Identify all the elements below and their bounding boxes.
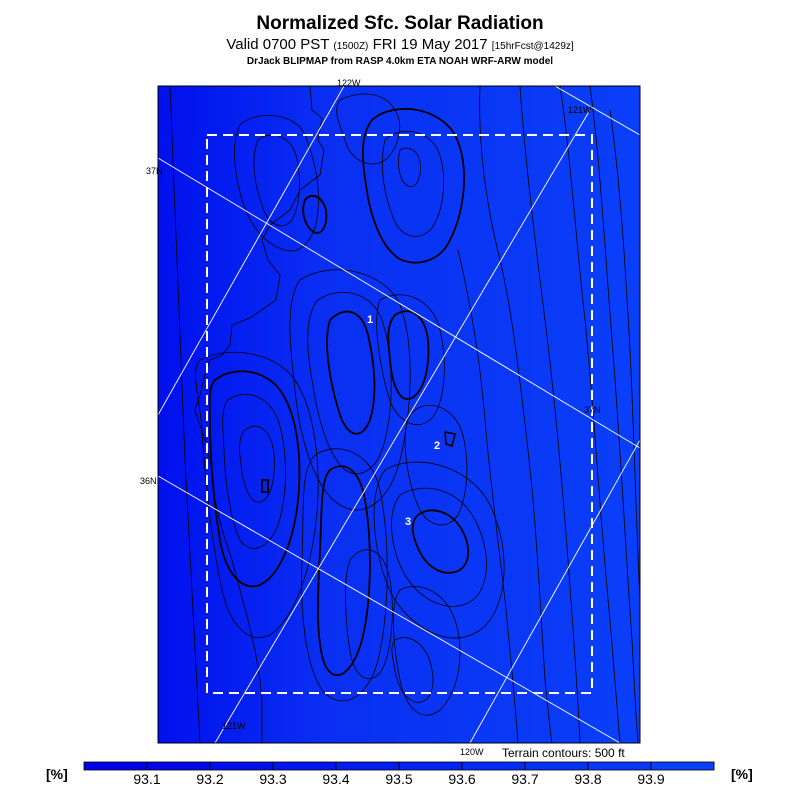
label-122w: 122W (337, 78, 361, 88)
meridian-121w (214, 109, 591, 743)
label-121w-top: 121W (568, 105, 592, 115)
lat-lon-grid (158, 86, 640, 743)
utc-time: (1500Z) (333, 41, 369, 52)
meridian-122w (158, 86, 345, 416)
colorbar-tick-label: 93.8 (574, 771, 602, 787)
colorbar-tick-label: 93.2 (196, 771, 224, 787)
page-title: Normalized Sfc. Solar Radiation (256, 13, 544, 34)
point-marker-1: 1 (367, 314, 373, 326)
point-marker-2: 2 (434, 440, 440, 452)
terrain-contours (169, 86, 640, 743)
valid-prefix: Valid 0700 PST (226, 36, 330, 53)
colorbar-tick-label: 93.9 (637, 771, 665, 787)
colorbar-unit-left: [%] (46, 766, 68, 782)
model-credit: DrJack BLIPMAP from RASP 4.0km ETA NOAH … (246, 56, 554, 67)
parallel-36n (158, 475, 621, 743)
parallel-37n (158, 157, 640, 449)
label-37n-left: 37N (146, 166, 163, 176)
terrain-contours-note: Terrain contours: 500 ft (502, 746, 625, 760)
valid-time-line: Valid 0700 PST (1500Z) FRI 19 May 2017 [… (0, 36, 800, 53)
colorbar-tick-label: 93.1 (133, 771, 161, 787)
colorbar-tick-label: 93.6 (448, 771, 476, 787)
colorbar-tick-label: 93.7 (511, 771, 539, 787)
map-field (158, 86, 640, 743)
point-marker-3: 3 (405, 516, 411, 528)
label-121w-bottom: 121W (222, 721, 246, 731)
colorbar-unit-right: [%] (731, 766, 753, 782)
meridian-120w (469, 439, 640, 743)
label-120w: 120W (460, 747, 484, 757)
label-36n: 36N (140, 476, 157, 486)
valid-date: FRI 19 May 2017 (372, 36, 488, 53)
forecast-info: [15hrFcst@1429z] (491, 41, 574, 52)
map-frame (157, 85, 641, 744)
label-37n-right: 37N (584, 405, 601, 415)
colorbar-tick-label: 93.3 (259, 771, 287, 787)
forecast-domain-box (206, 134, 593, 694)
colorbar-tick-label: 93.4 (322, 771, 350, 787)
colorbar-tick-label: 93.5 (385, 771, 413, 787)
parallel-38n (554, 86, 640, 136)
